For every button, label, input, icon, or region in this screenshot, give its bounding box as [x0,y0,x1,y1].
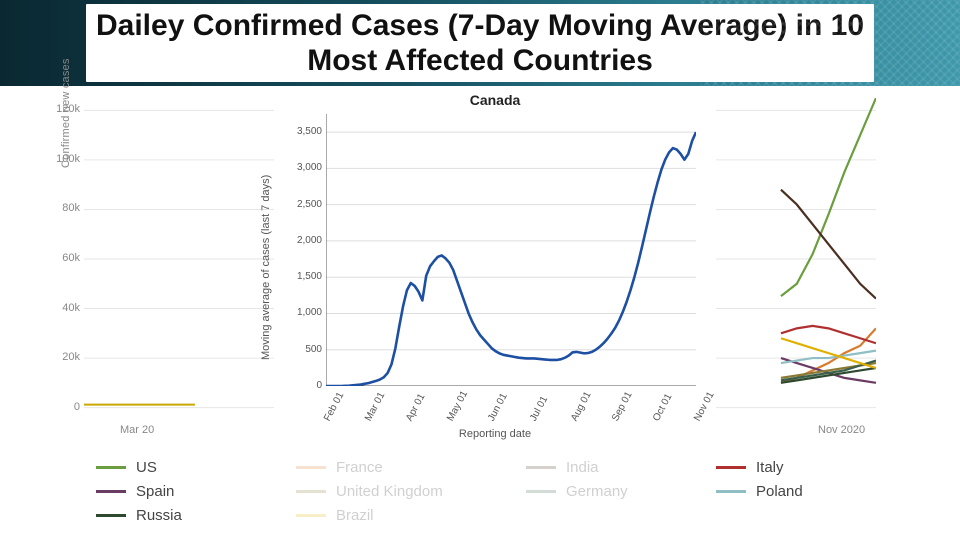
legend-column: India Germany [526,456,628,504]
bg-ytick: 80k [36,202,80,214]
bg-xtick-right: Nov 2020 [818,424,865,436]
fg-ytick: 1,000 [288,307,322,318]
legend-swatch [526,490,556,493]
legend-column: Italy Poland [716,456,803,504]
legend-item: United Kingdom [296,480,443,502]
foreground-panel: Canada Moving average of cases (last 7 d… [274,92,716,440]
legend-swatch [296,514,326,517]
fg-xtick: Sep 01 [610,390,635,423]
legend-swatch [716,466,746,469]
fg-y-axis-label: Moving average of cases (last 7 days) [260,175,272,360]
legend-item: Russia [96,504,182,526]
legend-label: United Kingdom [336,483,443,500]
bg-xtick-left: Mar 20 [120,424,154,436]
fg-xtick: Mar 01 [363,391,387,424]
legend-swatch [96,490,126,493]
bg-ytick: 40k [36,302,80,314]
legend-item: Germany [526,480,628,502]
fg-ytick: 0 [288,380,322,391]
bg-ytick: 0 [36,401,80,413]
legend-swatch [526,466,556,469]
legend-item: France [296,456,443,478]
legend-item: Brazil [296,504,443,526]
fg-xtick: May 01 [445,389,470,423]
foreground-line-chart [326,114,696,386]
legend-column: France United Kingdom Brazil [296,456,443,528]
fg-ytick: 3,000 [288,162,322,173]
legend-label: Italy [756,459,784,476]
legend-swatch [296,490,326,493]
legend: US Spain Russia France United Kingdom Brazil I… [96,456,886,538]
chart-stage: Confirmed new cases 020k40k60k80k100k120… [0,86,960,540]
legend-item: Poland [716,480,803,502]
legend-swatch [96,466,126,469]
fg-xtick: Nov 01 [692,390,717,423]
fg-xtick: Oct 01 [651,392,675,423]
fg-xtick: Feb 01 [322,391,346,424]
slide-header: Dailey Confirmed Cases (7-Day Moving Ave… [0,0,960,86]
fg-ytick: 2,000 [288,235,322,246]
bg-ytick: 120k [36,103,80,115]
fg-xtick: Jul 01 [528,394,550,423]
title-box: Dailey Confirmed Cases (7-Day Moving Ave… [86,4,874,82]
fg-ytick: 3,500 [288,126,322,137]
fg-xtick: Aug 01 [569,390,594,423]
fg-ytick: 1,500 [288,271,322,282]
page-title: Dailey Confirmed Cases (7-Day Moving Ave… [86,8,874,79]
legend-swatch [296,466,326,469]
fg-chart-title: Canada [274,92,716,108]
legend-label: Brazil [336,507,374,524]
legend-item: Spain [96,480,182,502]
fg-xtick: Apr 01 [404,392,428,423]
fg-ytick: 500 [288,344,322,355]
fg-xtick: Jun 01 [486,391,510,423]
bg-ytick: 20k [36,351,80,363]
legend-column: US Spain Russia [96,456,182,528]
legend-label: France [336,459,383,476]
legend-label: Germany [566,483,628,500]
legend-label: Poland [756,483,803,500]
legend-item: India [526,456,628,478]
legend-label: Russia [136,507,182,524]
legend-label: India [566,459,599,476]
legend-swatch [716,490,746,493]
fg-ytick: 2,500 [288,199,322,210]
bg-ytick: 100k [36,153,80,165]
legend-label: US [136,459,157,476]
bg-ytick: 60k [36,252,80,264]
legend-item: US [96,456,182,478]
fg-x-axis-label: Reporting date [274,428,716,440]
legend-label: Spain [136,483,174,500]
legend-swatch [96,514,126,517]
legend-item: Italy [716,456,803,478]
